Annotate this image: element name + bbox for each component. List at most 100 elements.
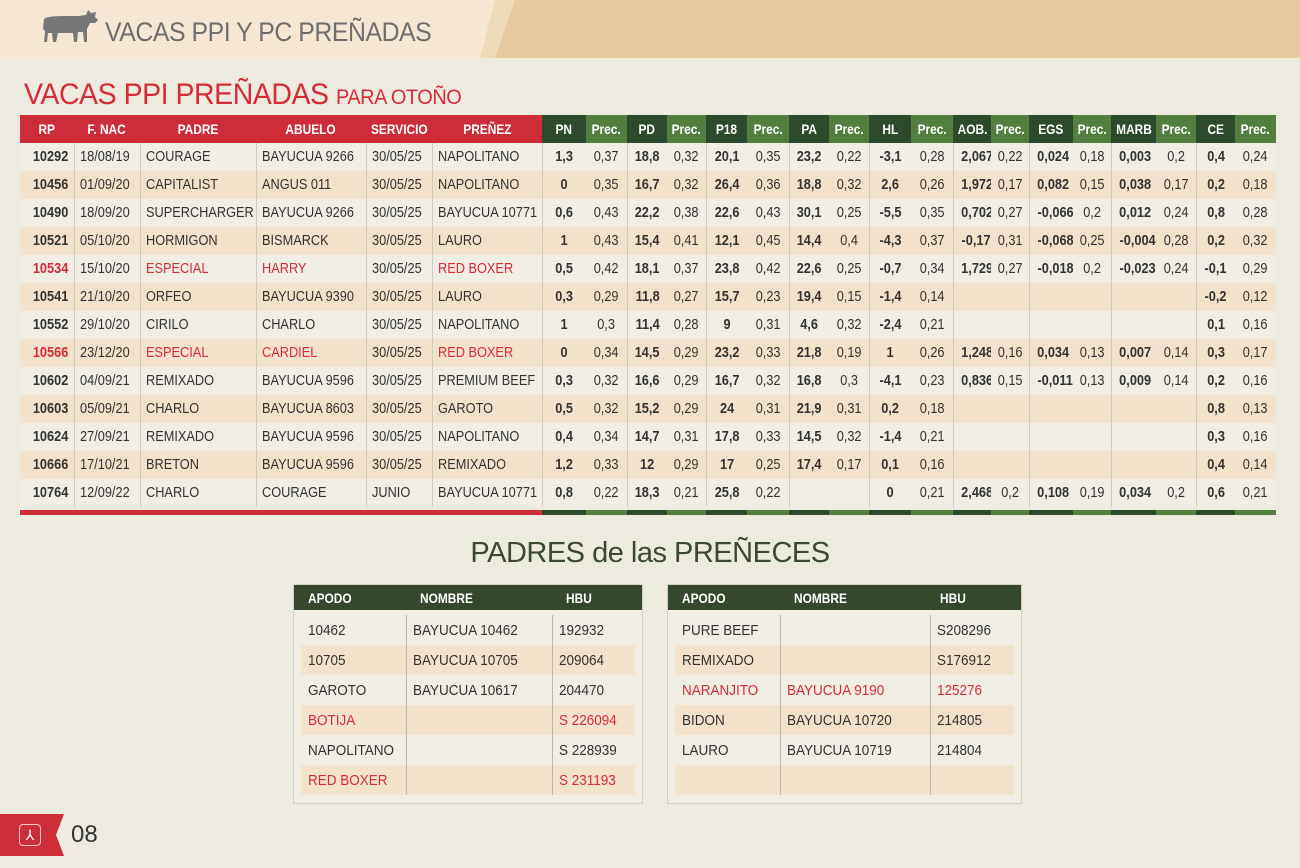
padres-cell: BOTIJA [301,705,406,735]
table-cell: 0,27 [991,199,1029,227]
table-cell: 0,702 [952,199,991,227]
table-cell [1110,283,1156,311]
cell-value: 0,17 [997,177,1023,193]
cell-value: -0,2 [1204,289,1227,305]
table-cell: 18,8 [788,171,829,199]
column-header-label: HL [882,121,898,137]
table-cell: -2,4 [868,311,911,339]
table-cell [952,451,991,479]
table-cell: 0,1 [868,451,911,479]
cell-value: -0,011 [1036,373,1073,389]
padres-column-header: HBU [552,585,642,610]
table-cell: 0,29 [667,451,706,479]
cell-value: 0,3 [555,373,574,389]
cell-value: 05/09/21 [79,401,130,417]
table-cell: LAURO [431,283,542,311]
table-cell: 1 [868,339,911,367]
cell-value: 0,22 [997,149,1023,165]
table-cell [1028,395,1073,423]
cell-value: 1,2 [555,457,574,473]
cell-value: GAROTO [308,681,367,699]
table-cell: 15/10/20 [73,255,140,283]
table-cell: BAYUCUA 8603 [255,395,366,423]
table-cell [1028,283,1073,311]
cell-value: 0,6 [555,205,574,221]
table-cell: 0,17 [1235,339,1276,367]
cell-value: 0,33 [593,457,619,473]
table-cell: NAPOLITANO [431,423,542,451]
table-cell: 0,15 [991,367,1029,395]
cell-value: 12 [640,457,655,473]
padres-row: BOTIJA S 226094 [301,705,635,735]
cell-value: 0,35 [755,149,781,165]
column-header-label: PD [638,121,656,137]
bar-segment [1235,510,1276,515]
cell-value: 0,13 [1079,373,1105,389]
cell-value: BAYUCUA 10771 [437,205,537,221]
table-cell [1110,423,1156,451]
column-header-label: Prec. [1077,121,1107,137]
table-cell: 23,8 [705,255,747,283]
cell-value: 16,7 [714,373,740,389]
padres-row: 10705 BAYUCUA 10705 209064 [301,645,635,675]
table-cell: 0,35 [586,171,627,199]
table-cell [1110,451,1156,479]
cell-value: 15,2 [634,401,660,417]
column-header: F. NAC [74,115,140,143]
padres-cell: 214804 [929,735,1014,765]
table-cell: 1,2 [541,451,586,479]
table-cell: 0,24 [1156,255,1196,283]
header-accent [480,0,1300,58]
cell-value: 1 [560,233,568,249]
column-header-label: Prec. [995,121,1025,137]
table-cell [952,283,991,311]
cell-value: NAPOLITANO [437,429,519,445]
cell-value: 10666 [33,457,69,473]
table-cell: 0,31 [747,395,789,423]
cell-value: -0,066 [1036,205,1073,221]
cell-value: 0,8 [555,485,574,501]
table-cell: 30/05/25 [365,171,432,199]
section-title-main: VACAS PPI PREÑADAS [24,78,329,111]
table-cell: ESPECIAL [139,255,256,283]
cell-value: -1,4 [879,289,902,305]
table-cell: 26,4 [705,171,747,199]
table-cell: 12 [626,451,667,479]
table-cell: 0,007 [1110,339,1156,367]
cell-value: COURAGE [145,149,211,165]
cell-value: LAURO [437,233,482,249]
cell-value: 0,28 [919,149,945,165]
cell-value: 0,33 [755,345,781,361]
table-cell: 0,29 [586,283,627,311]
cell-value: 0,29 [673,457,699,473]
cell-value: S208296 [936,621,991,639]
table-cell: 0,16 [1235,423,1276,451]
table-cell: 0,8 [541,479,586,507]
bar-segment [1196,510,1235,515]
table-cell: 0 [541,171,586,199]
table-cell: 20,1 [705,143,747,171]
column-header-label: PN [555,121,573,137]
table-cell: -0,7 [868,255,911,283]
table-cell: BAYUCUA 9596 [255,451,366,479]
cell-value: 0,31 [755,401,781,417]
cell-value: 14,4 [796,233,822,249]
padres-cell: 209064 [551,645,635,675]
padres-table-left: APODO NOMBRE HBU 10462 BAYUCUA 10462 192932 1… [293,584,643,804]
column-header-label: Prec. [753,121,783,137]
padres-column-header: NOMBRE [406,585,552,610]
cell-value: 0,14 [919,289,945,305]
cell-value: PURE BEEF [682,621,759,639]
cell-value: 0,42 [755,261,781,277]
padres-cell: BAYUCUA 9190 [779,675,930,705]
table-cell: 22,6 [705,199,747,227]
cell-value: 0,2 [1166,485,1185,501]
cell-value: 14,7 [634,429,660,445]
cell-value: 0,26 [919,345,945,361]
cell-value: CIRILO [145,317,189,333]
cell-value: 0,38 [673,205,699,221]
padres-column-label: NOMBRE [794,589,847,606]
cell-value: 0,26 [919,177,945,193]
table-cell: 30/05/25 [365,423,432,451]
table-cell: 0,1 [1195,311,1235,339]
